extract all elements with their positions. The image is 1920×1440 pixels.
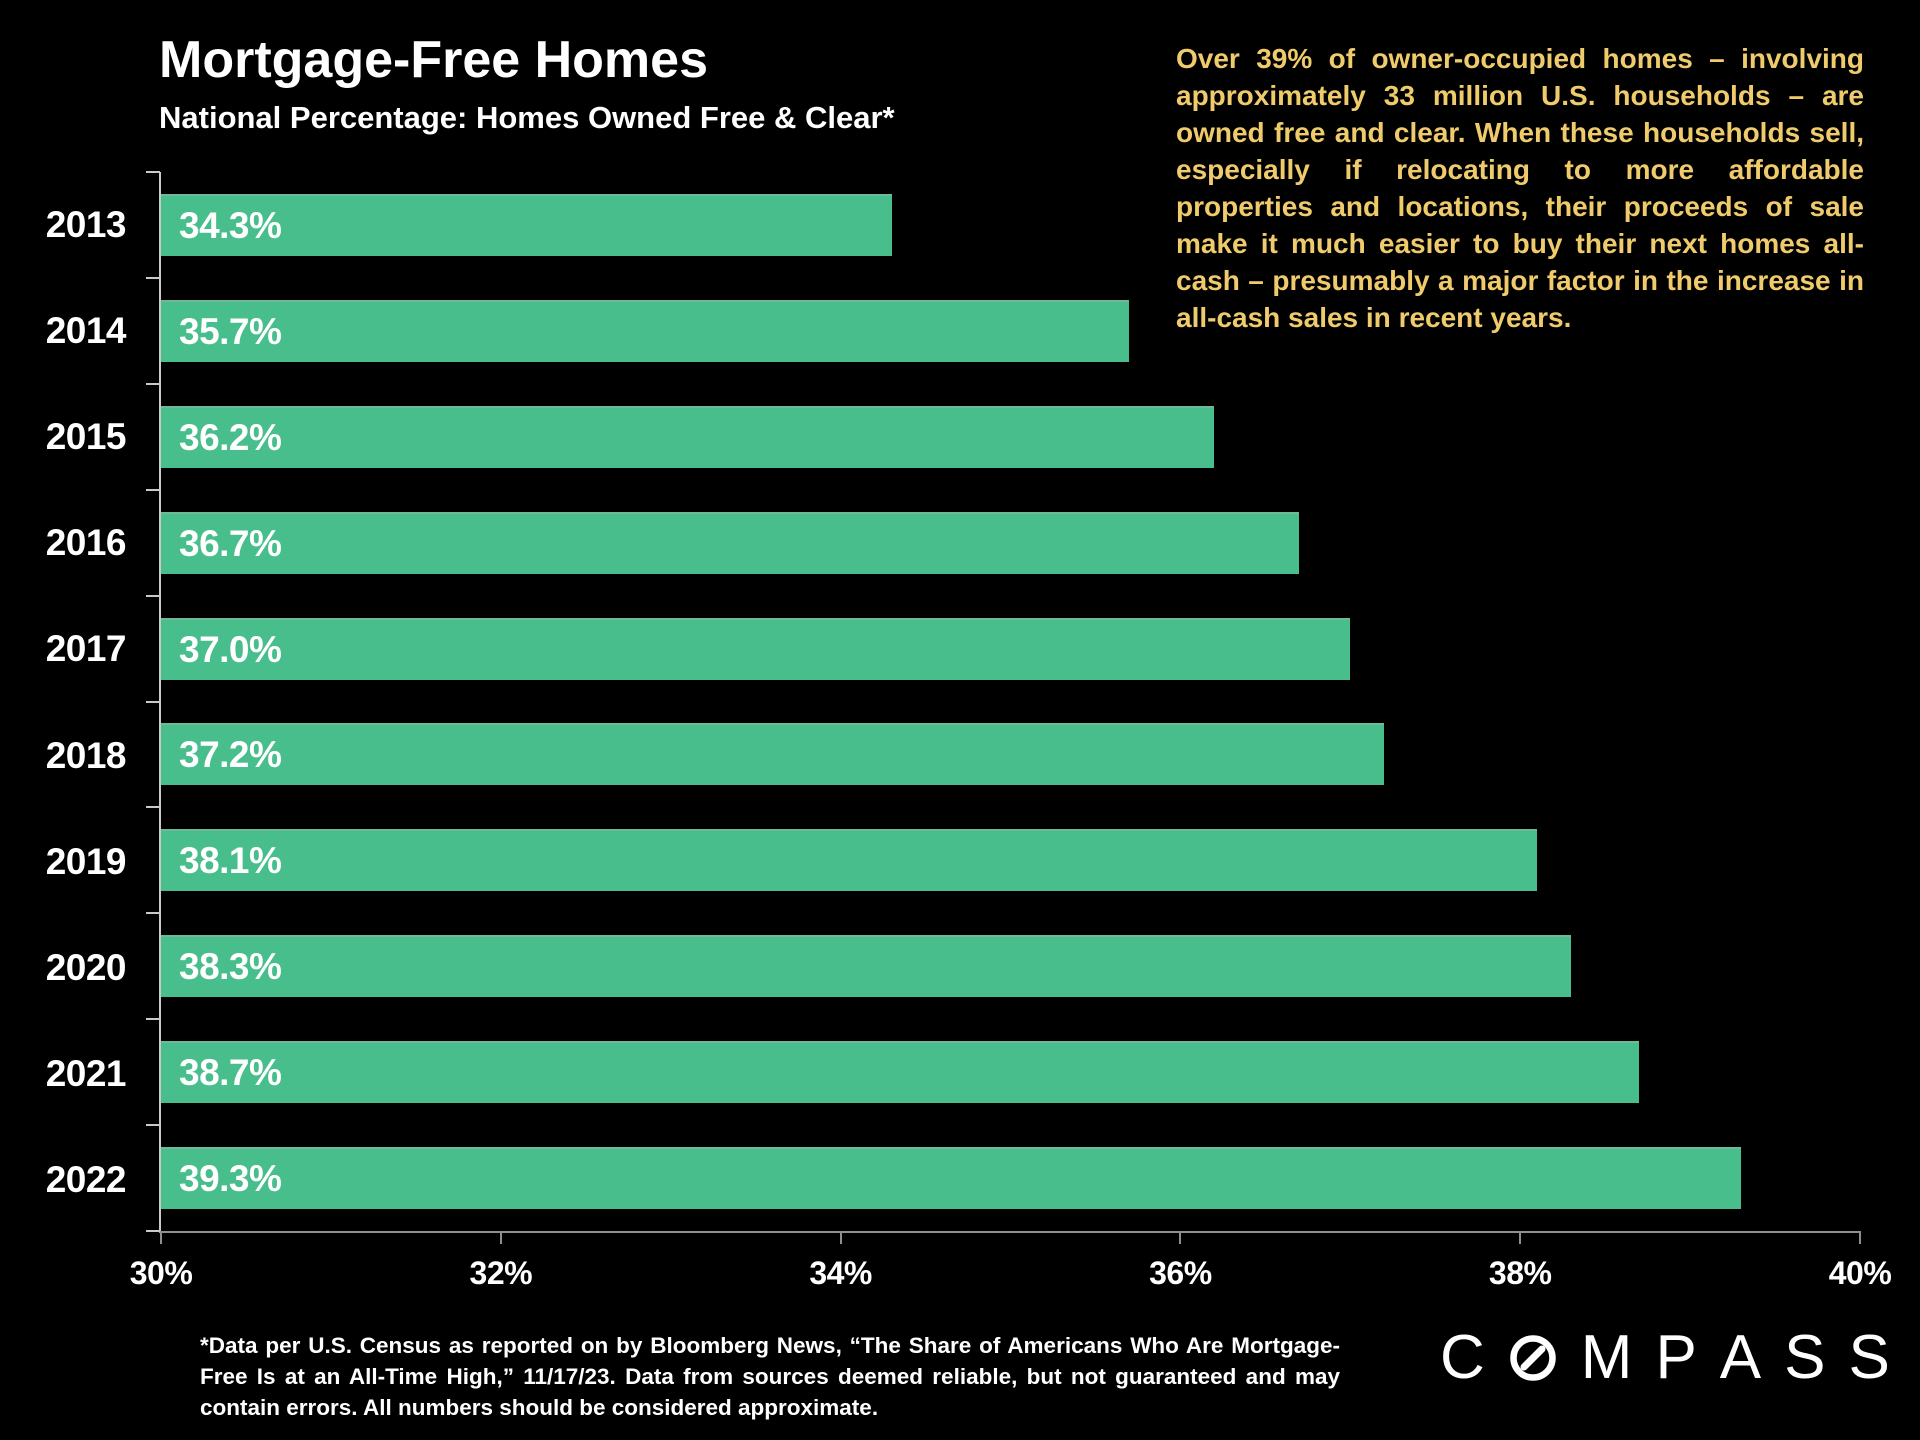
bar-2022: 39.3% <box>161 1147 1742 1210</box>
x-axis-tick-label: 40% <box>1828 1255 1892 1291</box>
logo-letter: P <box>1655 1323 1697 1392</box>
y-axis-boundary-tick <box>146 1230 160 1232</box>
bar-2021: 38.7% <box>161 1041 1640 1104</box>
year-label-2015: 2015 <box>45 416 127 458</box>
y-axis-boundary-tick <box>146 488 160 491</box>
year-label-2021: 2021 <box>45 1052 127 1094</box>
bar-value-label: 37.2% <box>179 734 282 776</box>
y-axis-boundary-tick <box>146 382 160 385</box>
year-label-2014: 2014 <box>45 310 127 352</box>
x-axis-tick <box>1859 1231 1861 1244</box>
chart-row: 36.2% <box>161 384 1860 490</box>
y-axis-boundary-tick <box>146 594 160 597</box>
y-axis-boundary-tick <box>146 912 160 915</box>
chart-row: 35.7% <box>161 278 1860 384</box>
y-axis-boundary-tick <box>146 171 160 173</box>
chart-row: 38.1% <box>161 807 1860 913</box>
compass-needle-o-icon <box>1508 1333 1558 1383</box>
chart-row: 37.0% <box>161 596 1860 702</box>
year-label-2022: 2022 <box>45 1158 127 1200</box>
bar-value-label: 34.3% <box>179 204 282 246</box>
logo-letter: S <box>1848 1323 1890 1392</box>
y-axis-boundary-tick <box>146 276 160 279</box>
year-label-2016: 2016 <box>45 522 127 564</box>
bar-value-label: 36.2% <box>179 416 282 458</box>
chart-title: Mortgage-Free Homes <box>159 31 708 89</box>
chart-row: 39.3% <box>161 1125 1860 1231</box>
bar-value-label: 38.3% <box>179 946 282 988</box>
footnote-text: *Data per U.S. Census as reported on by … <box>200 1333 1340 1420</box>
year-axis-labels: 2013 2014 2015 2016 2017 2018 2019 2020 2021 2022 <box>26 172 127 1233</box>
bar-value-label: 37.0% <box>179 628 282 670</box>
logo-letter: S <box>1784 1323 1826 1392</box>
y-axis-boundary-tick <box>146 1018 160 1021</box>
chart-row: 38.7% <box>161 1019 1860 1125</box>
bar-value-label: 38.1% <box>179 840 282 882</box>
year-label-2018: 2018 <box>45 734 127 776</box>
bar-2014: 35.7% <box>161 299 1130 362</box>
bar-value-label: 35.7% <box>179 310 282 352</box>
x-axis-tick-label: 32% <box>469 1255 533 1291</box>
logo-letter: M <box>1580 1323 1633 1392</box>
x-axis-tick-label: 36% <box>1149 1255 1212 1291</box>
chart-row: 34.3% <box>161 172 1860 278</box>
chart-subtitle: National Percentage: Homes Owned Free & … <box>159 100 895 135</box>
bar-2016: 36.7% <box>161 511 1300 574</box>
x-axis-tick <box>160 1231 162 1244</box>
bar-chart-plot-area: 34.3% 35.7% 36.2% 36.7% 37.0% 37.2% 38.1% 38.3%… <box>130 171 1892 1291</box>
x-axis-tick-label: 30% <box>129 1255 193 1291</box>
year-label-2013: 2013 <box>45 204 127 246</box>
x-axis-tick-label: 34% <box>809 1255 872 1291</box>
logo-letter: A <box>1719 1323 1762 1392</box>
bar-2020: 38.3% <box>161 935 1572 998</box>
bar-value-label: 36.7% <box>179 522 282 564</box>
bar-2013: 34.3% <box>161 193 892 256</box>
logo-letter: C <box>1440 1323 1485 1392</box>
bar-rows: 34.3% 35.7% 36.2% 36.7% 37.0% 37.2% 38.1% 38.3%… <box>161 172 1860 1231</box>
year-label-2019: 2019 <box>45 840 127 882</box>
chart-row: 37.2% <box>161 702 1860 808</box>
bar-2015: 36.2% <box>161 405 1215 468</box>
x-axis-tick <box>499 1231 502 1244</box>
y-axis-boundary-tick <box>146 1124 160 1127</box>
bar-2019: 38.1% <box>161 829 1538 892</box>
bar-value-label: 39.3% <box>179 1158 282 1200</box>
y-axis-boundary-tick <box>146 700 160 703</box>
year-label-2020: 2020 <box>45 946 127 988</box>
x-axis-tick <box>1519 1231 1522 1244</box>
annotation-text: Over 39% of owner-occupied homes – invol… <box>1176 43 1864 333</box>
x-axis-tick <box>1179 1231 1182 1244</box>
y-axis-boundary-tick <box>146 806 160 809</box>
x-axis-tick-label: 38% <box>1488 1255 1552 1291</box>
bar-2018: 37.2% <box>161 723 1385 786</box>
x-axis-tick <box>839 1231 842 1244</box>
bar-2017: 37.0% <box>161 617 1351 680</box>
bar-value-label: 38.7% <box>179 1052 282 1094</box>
chart-row: 36.7% <box>161 490 1860 596</box>
year-label-2017: 2017 <box>45 628 127 670</box>
chart-row: 38.3% <box>161 913 1860 1019</box>
